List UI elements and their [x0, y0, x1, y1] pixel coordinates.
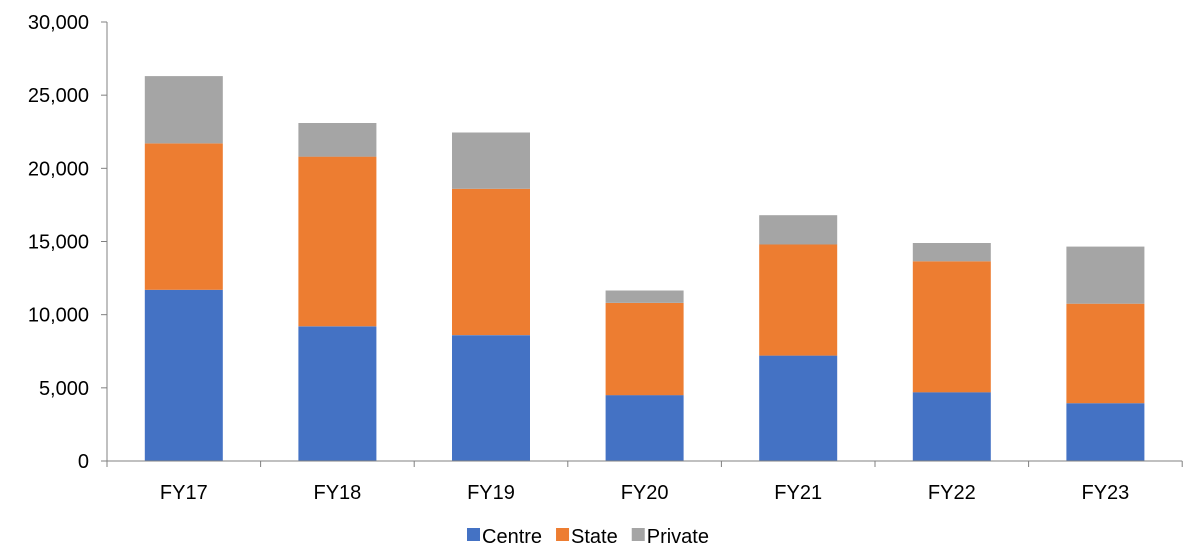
- bar-segment-state-fy22: [912, 261, 991, 393]
- bar-segment-private-fy22: [912, 243, 991, 262]
- x-tick-label: FY17: [160, 482, 208, 504]
- x-tick-label: FY21: [774, 482, 822, 504]
- bar-segment-centre-fy21: [759, 355, 838, 461]
- x-tick-label: FY22: [928, 482, 976, 504]
- bar-segment-state-fy17: [144, 143, 223, 290]
- y-tick-label: 30,000: [28, 12, 89, 34]
- x-tick-label: FY23: [1081, 482, 1129, 504]
- y-tick-label: 5,000: [39, 378, 89, 400]
- legend-label-state: State: [571, 526, 618, 548]
- bars-layer: [144, 76, 1145, 461]
- bar-segment-private-fy18: [298, 123, 377, 157]
- bar-segment-private-fy23: [1066, 246, 1145, 304]
- bar-segment-centre-fy18: [298, 326, 377, 461]
- y-tick-label: 10,000: [28, 305, 89, 327]
- x-tick-label: FY20: [621, 482, 669, 504]
- legend: Centre State Private: [467, 526, 709, 548]
- bar-segment-private-fy19: [452, 132, 530, 189]
- y-tick-label: 0: [78, 451, 89, 473]
- legend-swatch-private: [631, 528, 645, 541]
- bar-segment-private-fy17: [144, 76, 223, 144]
- bar-segment-state-fy18: [298, 156, 377, 327]
- bar-segment-state-fy21: [759, 244, 838, 356]
- bar-segment-state-fy19: [452, 188, 530, 336]
- axes-layer: 0 5,000 10,000 15,000 20,000 25,000 30,000 FY17…: [28, 12, 1183, 504]
- bar-segment-centre-fy22: [912, 392, 991, 461]
- bar-segment-centre-fy17: [144, 289, 223, 461]
- bar-segment-centre-fy23: [1066, 403, 1145, 461]
- bar-segment-state-fy20: [605, 303, 684, 396]
- x-tick-label: FY18: [313, 482, 361, 504]
- bar-segment-state-fy23: [1066, 303, 1145, 404]
- y-tick-label: 25,000: [28, 85, 89, 107]
- bar-segment-private-fy20: [605, 290, 684, 303]
- y-tick-label: 15,000: [28, 232, 89, 254]
- legend-swatch-centre: [467, 528, 480, 541]
- legend-label-centre: Centre: [482, 526, 542, 548]
- x-tick-label: FY19: [467, 482, 515, 504]
- y-tick-label: 20,000: [28, 158, 89, 180]
- legend-swatch-state: [556, 528, 570, 541]
- bar-segment-centre-fy19: [452, 335, 530, 461]
- bar-segment-private-fy21: [759, 215, 838, 245]
- bar-segment-centre-fy20: [605, 395, 684, 461]
- legend-label-private: Private: [647, 526, 709, 548]
